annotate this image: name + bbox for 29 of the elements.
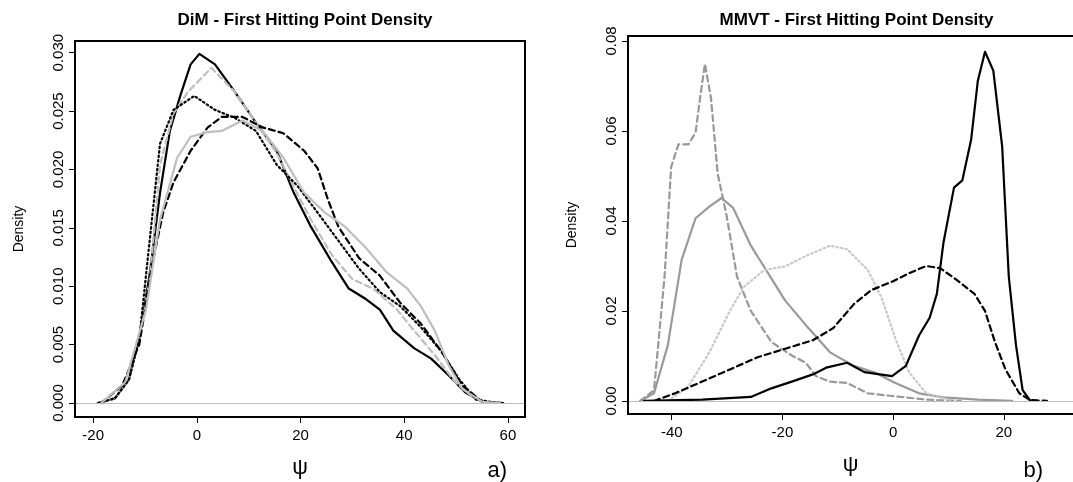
y-tick-label: 0.06 xyxy=(602,116,619,146)
x-tick-label: 20 xyxy=(995,423,1013,440)
chart-title: DiM - First Hitting Point Density xyxy=(177,10,434,29)
x-tick-label: 20 xyxy=(292,426,309,443)
y-axis-title: Density xyxy=(563,201,579,249)
y-tick-label: 0.08 xyxy=(602,26,619,56)
y-tick-label: 0.02 xyxy=(602,296,619,326)
y-tick-label: 0.025 xyxy=(49,92,66,130)
x-tick-label: -40 xyxy=(660,423,683,440)
x-tick-label: 60 xyxy=(499,426,517,443)
y-tick-label: 0.020 xyxy=(49,150,66,189)
text: b) xyxy=(1023,456,1043,482)
x-tick-label: -20 xyxy=(771,423,794,440)
x-tick-label: 0 xyxy=(192,426,201,443)
y-tick-label: 0.005 xyxy=(49,325,66,364)
x-tick-label: 40 xyxy=(395,426,413,443)
x-axis-title: ψ xyxy=(842,450,859,476)
x-axis-title: ψ xyxy=(292,453,308,479)
y-tick-label: 0.00 xyxy=(602,386,619,416)
y-tick-label: 0.04 xyxy=(602,206,619,236)
y-axis-title: Density xyxy=(10,205,26,253)
y-tick-label: 0.015 xyxy=(49,209,66,247)
x-tick-label: 0 xyxy=(888,423,898,440)
chart-title: MMVT - First Hitting Point Density xyxy=(719,10,994,29)
y-tick-label: 0.000 xyxy=(49,384,66,422)
text: a) xyxy=(487,456,507,482)
y-tick-label: 0.030 xyxy=(49,33,66,72)
y-tick-label: 0.010 xyxy=(49,267,66,305)
x-tick-label: -20 xyxy=(82,426,104,443)
